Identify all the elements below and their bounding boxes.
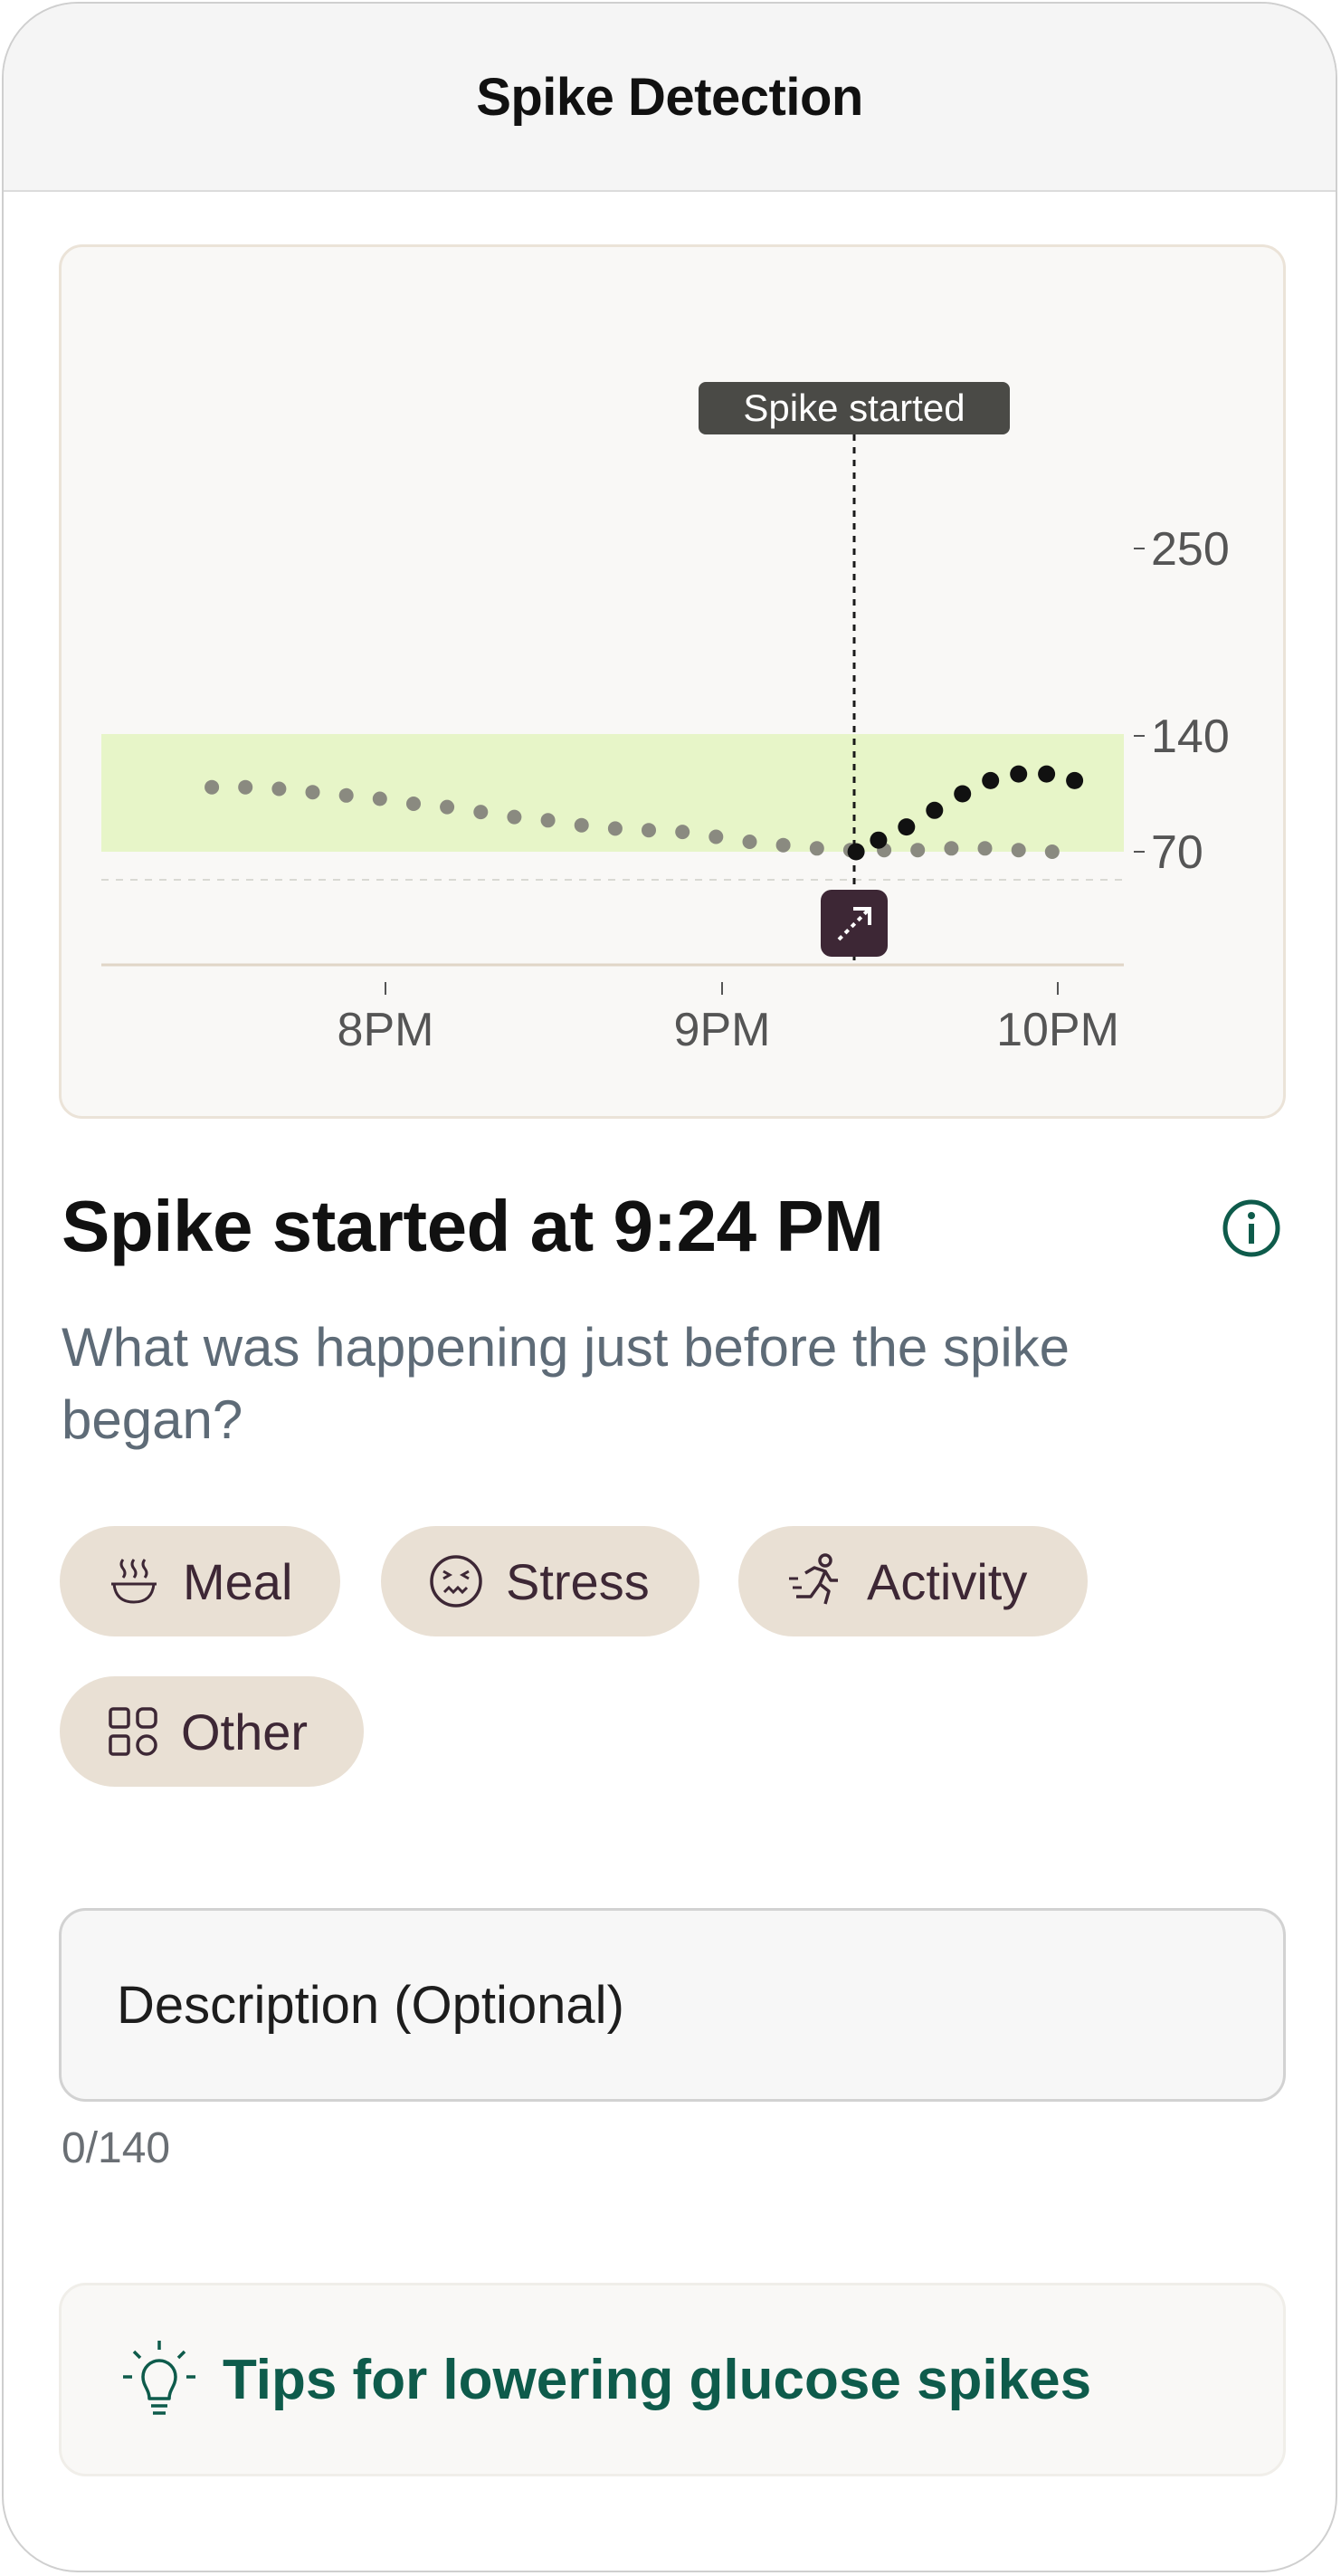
baseline-point-13: [642, 823, 656, 838]
glucose-chart: 8PM 9PM 10PM 250 140 70 Spike started: [101, 382, 1230, 1056]
x-tick-label-10pm: 10PM: [996, 1004, 1119, 1056]
baseline-point-8: [473, 805, 489, 820]
baseline-point-24: [1011, 843, 1026, 858]
tips-button[interactable]: Tips for lowering glucose spikes: [59, 2283, 1286, 2476]
spike-point-8: [1066, 771, 1084, 789]
baseline-point-11: [574, 817, 589, 833]
baseline-point-17: [775, 837, 791, 853]
stressed-face-icon: [430, 1555, 482, 1608]
baseline-point-3: [305, 785, 320, 800]
baseline-point-1: [238, 779, 253, 795]
navigation-bar: Spike Detection: [4, 4, 1336, 192]
baseline-point-15: [709, 829, 724, 844]
spike-start-badge[interactable]: [821, 890, 888, 957]
spike-point-7: [1038, 765, 1056, 783]
baseline-point-10: [540, 813, 556, 828]
chip-stress[interactable]: Stress: [381, 1526, 699, 1636]
spike-point-5: [982, 771, 1000, 789]
spike-tooltip-label: Spike started: [743, 386, 965, 429]
glucose-chart-card: 8PM 9PM 10PM 250 140 70 Spike started: [59, 244, 1286, 1119]
x-tick-label-9pm: 9PM: [674, 1004, 771, 1056]
tips-label: Tips for lowering glucose spikes: [223, 2348, 1092, 2411]
spike-tooltip: [699, 382, 1010, 434]
trend-up-arrow-icon: [837, 907, 871, 941]
spike-headline: Spike started at 9:24 PM: [62, 1186, 884, 1266]
chip-activity-label: Activity: [867, 1552, 1028, 1610]
x-tick-label-8pm: 8PM: [338, 1004, 434, 1056]
spike-point-6: [1010, 765, 1028, 783]
lightbulb-icon: [123, 2341, 195, 2415]
spike-point-3: [926, 801, 944, 819]
baseline-point-6: [406, 797, 421, 811]
description-placeholder: Description (Optional): [117, 1975, 624, 2035]
y-tick-label-140: 140: [1151, 711, 1230, 763]
baseline-point-4: [338, 787, 354, 803]
grid-shapes-icon: [109, 1707, 157, 1756]
spike-point-2: [898, 818, 916, 836]
baseline-point-14: [675, 825, 690, 840]
running-person-icon: [789, 1553, 838, 1605]
character-counter: 0/140: [62, 2124, 171, 2172]
spike-point-1: [870, 831, 888, 849]
baseline-point-12: [607, 821, 623, 836]
bowl-icon: [111, 1559, 157, 1604]
baseline-point-2: [271, 781, 287, 797]
chip-meal[interactable]: Meal: [60, 1526, 340, 1636]
baseline-point-16: [742, 835, 757, 849]
chip-other-label: Other: [181, 1703, 309, 1760]
description-field[interactable]: Description (Optional): [59, 1908, 1286, 2102]
spike-question: What was happening just before the spike…: [62, 1317, 1070, 1450]
page-title: Spike Detection: [476, 67, 863, 127]
y-tick-label-70: 70: [1151, 826, 1203, 879]
y-tick-label-250: 250: [1151, 523, 1230, 576]
spike-point-0: [847, 843, 865, 861]
baseline-point-23: [977, 841, 993, 856]
baseline-point-7: [440, 799, 455, 815]
baseline-point-9: [507, 809, 522, 825]
baseline-point-0: [204, 779, 220, 795]
baseline-point-18: [809, 841, 824, 856]
spike-point-4: [954, 785, 972, 803]
baseline-point-25: [1044, 844, 1060, 859]
chip-stress-label: Stress: [506, 1552, 650, 1610]
chip-meal-label: Meal: [183, 1552, 293, 1610]
info-icon[interactable]: [1222, 1198, 1281, 1258]
chip-activity[interactable]: Activity: [738, 1526, 1088, 1636]
chip-other[interactable]: Other: [60, 1676, 364, 1787]
baseline-point-5: [372, 791, 387, 806]
baseline-point-22: [944, 841, 959, 856]
baseline-point-21: [910, 843, 926, 858]
